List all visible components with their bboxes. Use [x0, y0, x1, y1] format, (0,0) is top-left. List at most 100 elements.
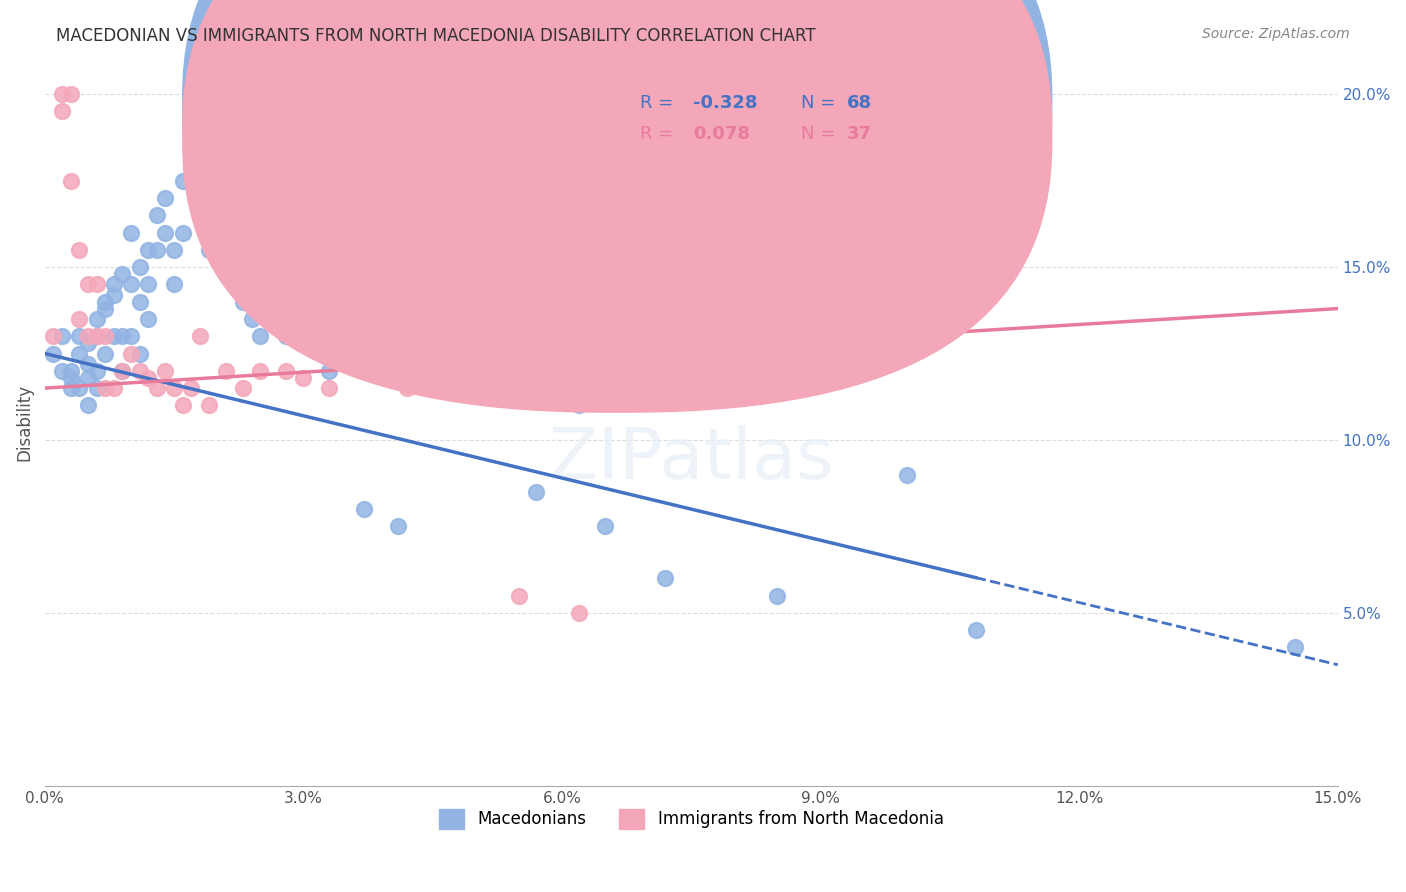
Point: [266, 312, 288, 326]
Point: [180, 156, 202, 170]
Text: R =: R =: [640, 125, 679, 143]
Point: [103, 277, 125, 292]
Point: [86, 277, 108, 292]
Point: [508, 589, 530, 603]
Point: [232, 381, 254, 395]
Point: [395, 381, 418, 395]
Point: [146, 243, 169, 257]
Point: [94, 294, 117, 309]
Point: [188, 329, 211, 343]
Text: MACEDONIAN VS IMMIGRANTS FROM NORTH MACEDONIA DISABILITY CORRELATION CHART: MACEDONIAN VS IMMIGRANTS FROM NORTH MACE…: [56, 27, 815, 45]
Point: [197, 243, 219, 257]
Point: [59, 364, 82, 378]
Point: [94, 301, 117, 316]
Point: [361, 364, 384, 378]
Text: -0.328: -0.328: [693, 94, 758, 112]
Point: [51, 329, 73, 343]
Point: [155, 364, 177, 378]
Point: [111, 267, 134, 281]
Point: [59, 381, 82, 395]
Point: [172, 398, 194, 412]
Point: [353, 502, 375, 516]
Point: [593, 519, 616, 533]
Point: [128, 364, 150, 378]
Point: [172, 226, 194, 240]
Point: [77, 336, 100, 351]
Point: [86, 381, 108, 395]
Point: [276, 364, 298, 378]
Point: [51, 364, 73, 378]
Text: N =: N =: [801, 125, 841, 143]
Point: [67, 243, 90, 257]
Legend: Macedonians, Immigrants from North Macedonia: Macedonians, Immigrants from North Maced…: [432, 802, 950, 836]
Point: [654, 571, 676, 585]
Point: [180, 381, 202, 395]
Point: [77, 398, 100, 412]
Point: [163, 243, 186, 257]
Point: [568, 398, 591, 412]
Point: [59, 174, 82, 188]
Point: [188, 191, 211, 205]
Point: [172, 174, 194, 188]
Point: [136, 370, 159, 384]
Point: [163, 381, 186, 395]
Point: [67, 329, 90, 343]
Point: [111, 329, 134, 343]
Point: [59, 370, 82, 384]
Point: [224, 277, 246, 292]
Point: [128, 260, 150, 274]
Point: [94, 329, 117, 343]
Point: [197, 398, 219, 412]
Point: [94, 381, 117, 395]
Point: [215, 364, 238, 378]
Point: [965, 623, 987, 637]
Point: [896, 467, 918, 482]
Point: [568, 606, 591, 620]
Point: [120, 329, 142, 343]
Point: [136, 243, 159, 257]
Point: [94, 346, 117, 360]
Point: [146, 381, 169, 395]
Point: [86, 364, 108, 378]
Point: [86, 312, 108, 326]
Text: 68: 68: [846, 94, 872, 112]
Point: [292, 277, 315, 292]
Point: [128, 346, 150, 360]
Point: [103, 329, 125, 343]
Point: [111, 364, 134, 378]
Point: [249, 364, 271, 378]
Point: [136, 312, 159, 326]
Point: [86, 329, 108, 343]
Point: [111, 364, 134, 378]
Point: [155, 191, 177, 205]
Point: [77, 370, 100, 384]
Point: [42, 329, 65, 343]
Point: [232, 294, 254, 309]
Point: [51, 104, 73, 119]
Point: [205, 121, 228, 136]
Point: [77, 277, 100, 292]
Text: N =: N =: [801, 94, 841, 112]
Point: [292, 370, 315, 384]
Point: [67, 346, 90, 360]
Point: [155, 226, 177, 240]
Text: R =: R =: [640, 94, 679, 112]
Point: [309, 329, 332, 343]
Point: [741, 260, 763, 274]
Point: [120, 226, 142, 240]
Point: [77, 329, 100, 343]
Point: [257, 294, 280, 309]
Point: [387, 519, 409, 533]
Point: [86, 329, 108, 343]
Point: [276, 329, 298, 343]
Point: [146, 208, 169, 222]
Point: [51, 87, 73, 102]
Text: 37: 37: [846, 125, 872, 143]
Point: [120, 277, 142, 292]
Point: [240, 312, 263, 326]
Point: [120, 346, 142, 360]
Point: [1284, 640, 1306, 655]
Point: [318, 364, 340, 378]
Point: [103, 381, 125, 395]
Point: [766, 589, 789, 603]
